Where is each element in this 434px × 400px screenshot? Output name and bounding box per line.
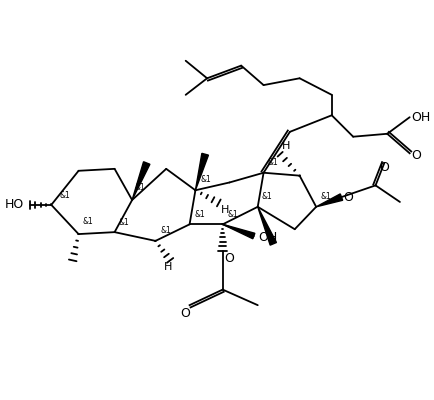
- Text: &1: &1: [82, 217, 93, 226]
- Polygon shape: [223, 224, 255, 239]
- Text: &1: &1: [134, 183, 145, 192]
- Text: H: H: [221, 205, 229, 215]
- Polygon shape: [316, 194, 343, 207]
- Text: O: O: [225, 252, 234, 265]
- Text: &1: &1: [200, 176, 211, 184]
- Polygon shape: [258, 207, 276, 245]
- Text: O: O: [181, 307, 191, 320]
- Text: H: H: [164, 262, 172, 272]
- Text: HO: HO: [5, 198, 24, 211]
- Text: O: O: [379, 161, 389, 174]
- Text: &1: &1: [262, 192, 273, 201]
- Text: H: H: [282, 141, 290, 151]
- Text: OH: OH: [259, 230, 278, 244]
- Text: &1: &1: [59, 191, 70, 200]
- Text: &1: &1: [267, 158, 278, 167]
- Text: &1: &1: [118, 218, 129, 227]
- Text: O: O: [411, 149, 421, 162]
- Text: OH: OH: [411, 111, 431, 124]
- Polygon shape: [195, 153, 208, 190]
- Text: &1: &1: [320, 192, 331, 201]
- Polygon shape: [132, 162, 150, 200]
- Text: &1: &1: [227, 210, 238, 218]
- Text: O: O: [343, 190, 353, 204]
- Text: &1: &1: [194, 210, 205, 218]
- Text: &1: &1: [161, 226, 171, 235]
